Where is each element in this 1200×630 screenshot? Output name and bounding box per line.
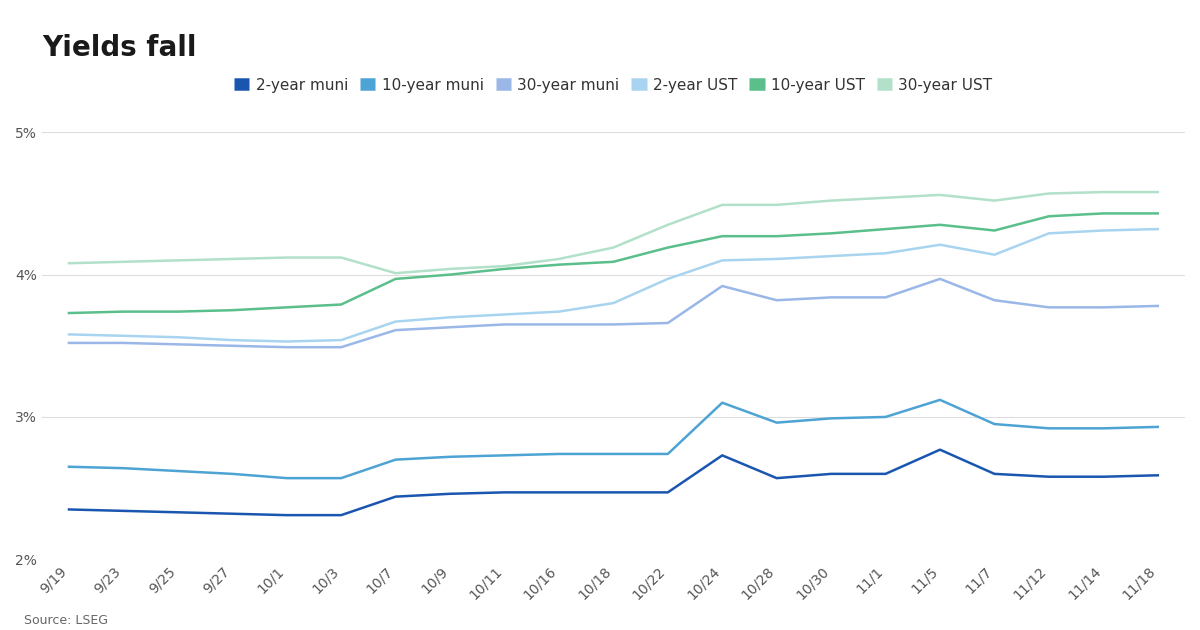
Text: Yields fall: Yields fall (42, 34, 197, 62)
Text: Source: LSEG: Source: LSEG (24, 614, 108, 627)
Legend: 2-year muni, 10-year muni, 30-year muni, 2-year UST, 10-year UST, 30-year UST: 2-year muni, 10-year muni, 30-year muni,… (228, 72, 998, 99)
